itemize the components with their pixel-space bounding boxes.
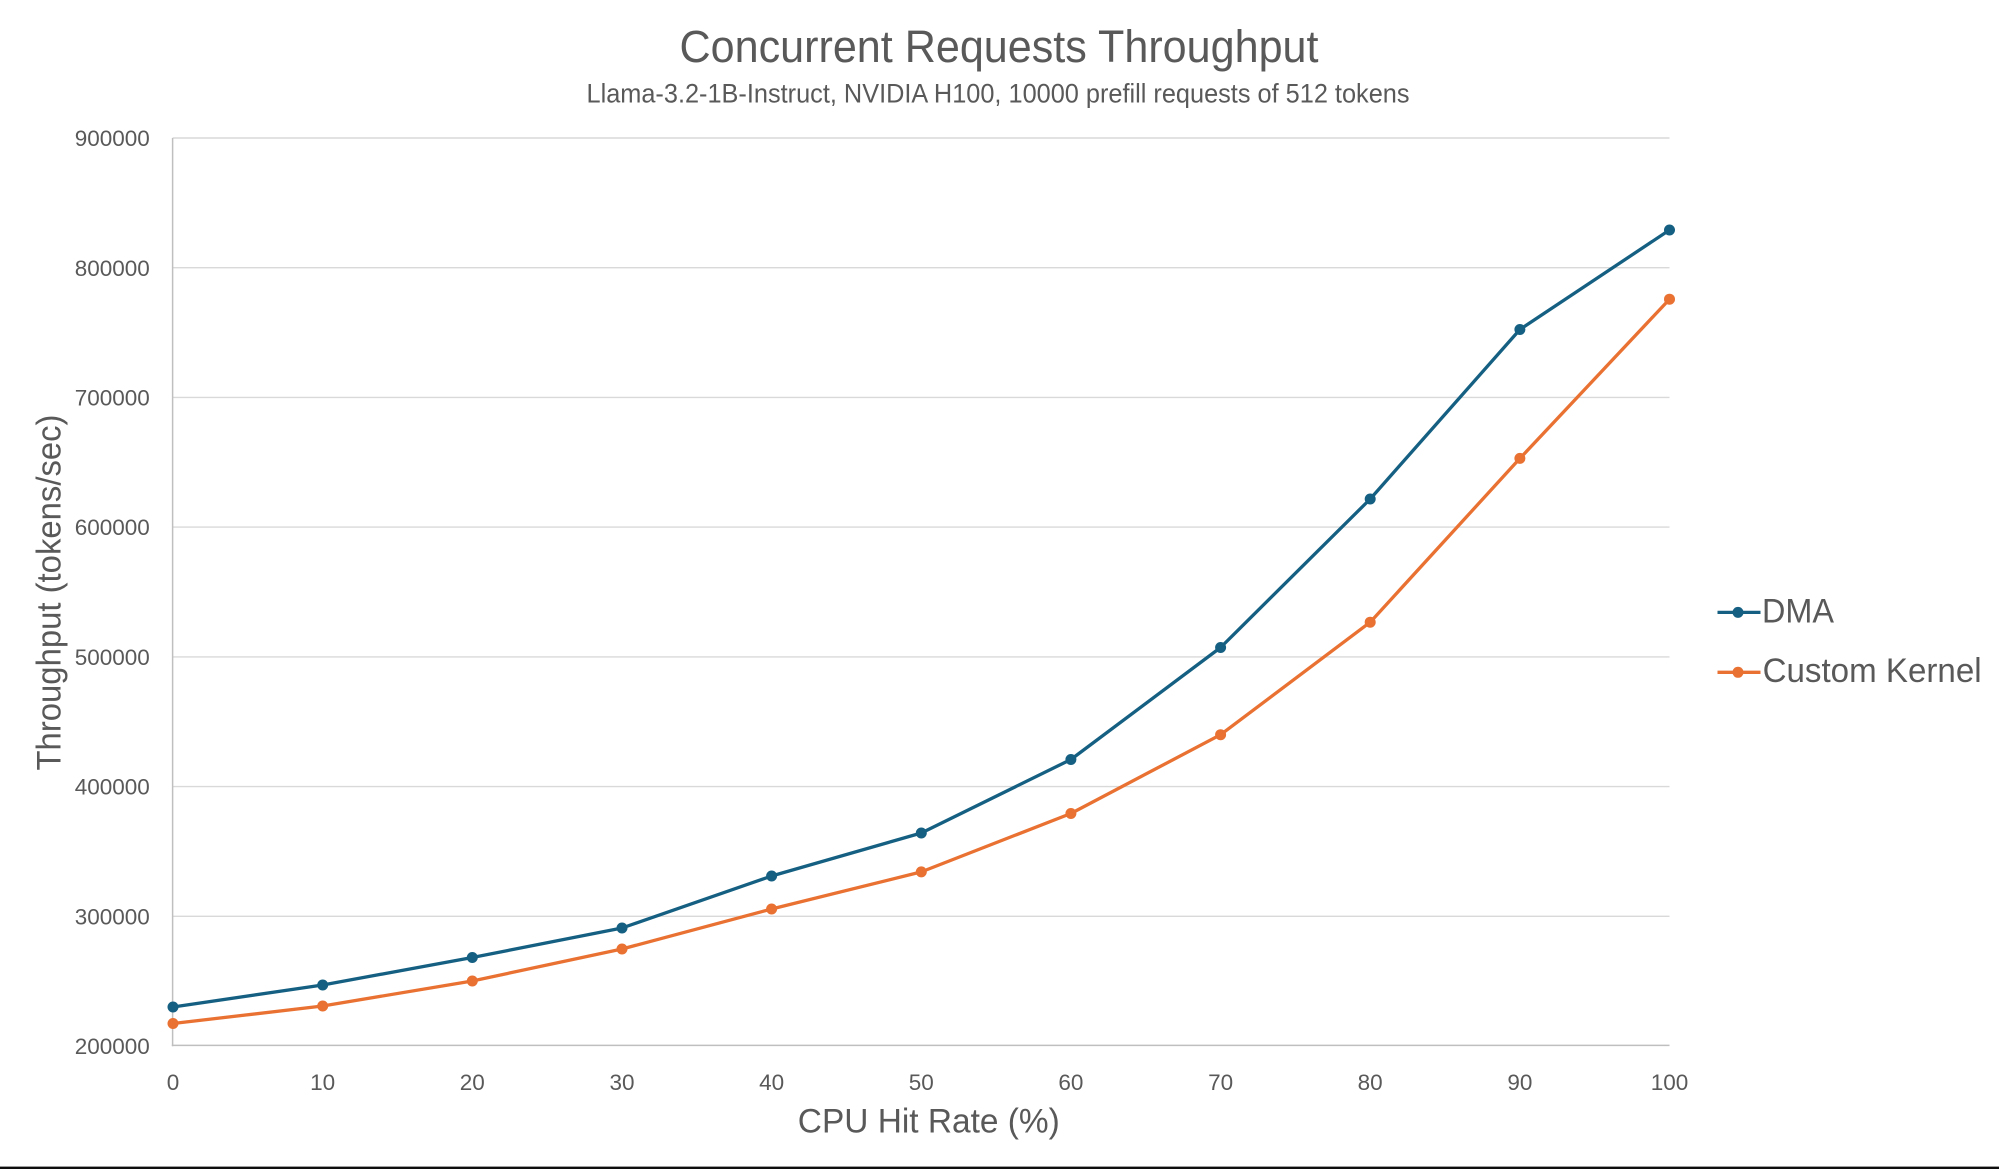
svg-text:80: 80 [1358, 1070, 1383, 1095]
svg-text:90: 90 [1507, 1070, 1532, 1095]
svg-text:50: 50 [909, 1070, 934, 1095]
svg-text:Llama-3.2-1B-Instruct, NVIDIA: Llama-3.2-1B-Instruct, NVIDIA H100, 1000… [587, 78, 1410, 108]
svg-text:70: 70 [1208, 1070, 1233, 1095]
svg-text:0: 0 [167, 1070, 180, 1095]
svg-text:Concurrent Requests Throughput: Concurrent Requests Throughput [680, 21, 1319, 72]
svg-text:200000: 200000 [75, 1034, 150, 1059]
svg-text:CPU Hit Rate (%): CPU Hit Rate (%) [798, 1102, 1060, 1140]
svg-text:10: 10 [310, 1070, 335, 1095]
svg-text:300000: 300000 [75, 904, 150, 929]
svg-text:20: 20 [460, 1070, 485, 1095]
svg-text:100: 100 [1651, 1070, 1689, 1095]
svg-text:900000: 900000 [75, 126, 150, 151]
svg-text:700000: 700000 [75, 386, 150, 411]
svg-text:500000: 500000 [75, 645, 150, 670]
svg-text:Custom Kernel: Custom Kernel [1763, 652, 1982, 690]
svg-text:600000: 600000 [75, 515, 150, 540]
svg-text:800000: 800000 [75, 256, 150, 281]
svg-text:40: 40 [759, 1070, 784, 1095]
svg-text:400000: 400000 [75, 775, 150, 800]
svg-text:30: 30 [609, 1070, 634, 1095]
svg-text:Throughput (tokens/sec): Throughput (tokens/sec) [31, 415, 69, 771]
svg-text:60: 60 [1058, 1070, 1083, 1095]
svg-text:DMA: DMA [1762, 592, 1834, 630]
